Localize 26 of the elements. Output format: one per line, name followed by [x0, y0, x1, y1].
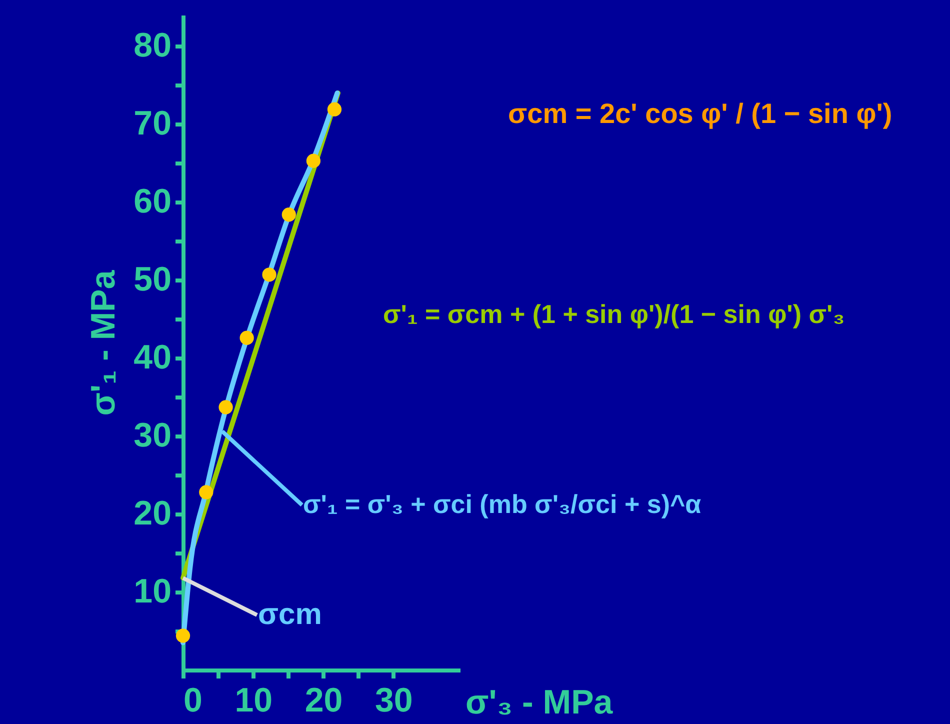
point [240, 330, 254, 345]
text: σcm = 2c' cos φ' / (1 − sin φ') [508, 98, 892, 129]
point [176, 628, 190, 643]
annotation: σ'₁ = σ'₃ + σci (mb σ'₃/σci + s)^α [303, 489, 702, 519]
y-tick-label: 80 [134, 26, 172, 65]
x-tick-label: 0 [184, 682, 202, 720]
y-tick-label: 30 [134, 416, 172, 455]
point [262, 268, 276, 282]
y-tick-label: 50 [134, 260, 172, 299]
x-tick-label: 20 [304, 682, 343, 720]
point [306, 154, 321, 168]
point [218, 400, 233, 414]
point [199, 485, 214, 500]
point [327, 102, 342, 116]
x-tick-label: 30 [374, 682, 413, 720]
annotation: σ'₁ = σcm + (1 + sin φ')/(1 − sin φ') σ'₃ [383, 299, 845, 329]
point [282, 208, 296, 222]
x-tick-label: 10 [234, 682, 273, 720]
y-tick-label: 60 [134, 182, 172, 221]
y-axis-title: σ'₁ - MPa [84, 269, 123, 416]
y-tick-label: 70 [134, 104, 172, 143]
x-axis-title: σ'₃ - MPa [466, 684, 614, 722]
y-tick-label: 20 [134, 494, 172, 533]
y-tick-label: 10 [134, 572, 172, 611]
annotation: σcm [258, 598, 322, 631]
y-tick-label: 40 [134, 338, 172, 377]
